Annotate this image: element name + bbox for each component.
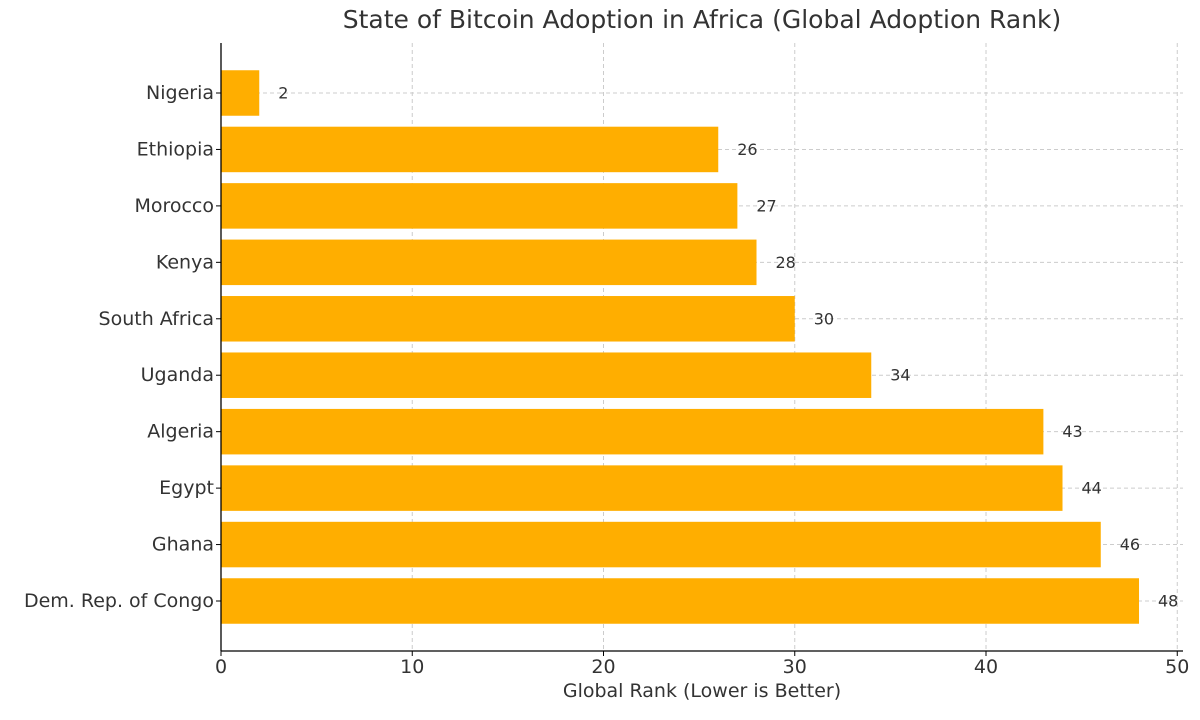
y-tick-label: Algeria (147, 421, 214, 443)
bar (221, 183, 738, 229)
x-tick-label: 20 (591, 656, 615, 678)
x-tick-label: 0 (215, 656, 227, 678)
bar (221, 521, 1101, 568)
data-label: 30 (814, 309, 834, 328)
data-label: 44 (1082, 479, 1102, 498)
data-label: 48 (1158, 592, 1178, 611)
x-ticks: 0 10 20 30 40 50 (215, 651, 1189, 678)
data-label: 34 (890, 366, 910, 385)
y-tick-label: Egypt (159, 477, 214, 499)
x-tick-label: 50 (1165, 656, 1189, 678)
data-label: 2 (278, 84, 288, 103)
data-label: 43 (1062, 422, 1082, 441)
x-axis-label: Global Rank (Lower is Better) (562, 680, 842, 702)
x-tick-label: 30 (783, 656, 807, 678)
x-tick-label: 10 (400, 656, 424, 678)
y-tick-label: Ethiopia (137, 138, 214, 160)
y-ticks: Nigeria Ethiopia Morocco Kenya South Africa U… (24, 82, 221, 612)
bar (221, 126, 719, 173)
data-label: 26 (737, 140, 757, 159)
bars: 2 26 27 28 30 34 43 44 46 48 (221, 70, 1178, 624)
axes (220, 43, 1183, 652)
bar (221, 239, 757, 286)
y-tick-label: Uganda (141, 364, 214, 386)
y-tick-label: Ghana (152, 534, 214, 556)
data-label: 27 (756, 196, 776, 215)
bar (221, 352, 872, 398)
bar (221, 296, 795, 342)
chart-title: State of Bitcoin Adoption in Africa (Glo… (342, 5, 1062, 34)
y-tick-label: Morocco (134, 195, 214, 217)
bar (221, 465, 1063, 511)
y-tick-label: Dem. Rep. of Congo (24, 590, 214, 612)
data-label: 46 (1120, 535, 1140, 554)
y-tick-label: Kenya (156, 251, 214, 273)
bar (221, 408, 1044, 455)
bar (221, 578, 1140, 624)
y-tick-label: Nigeria (146, 82, 214, 104)
bar (221, 70, 260, 116)
data-label: 28 (776, 253, 796, 272)
y-tick-label: South Africa (99, 308, 214, 330)
x-tick-label: 40 (974, 656, 998, 678)
